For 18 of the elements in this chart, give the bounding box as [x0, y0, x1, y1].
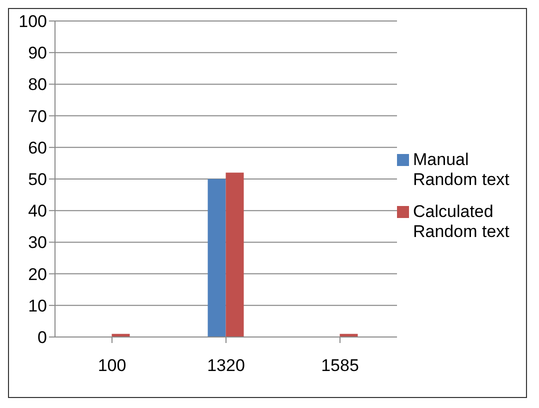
y-tick-label: 100 — [18, 12, 47, 32]
y-tick-label: 20 — [28, 264, 47, 284]
legend-label: Manual Random text — [413, 150, 510, 190]
y-tick-label: 90 — [28, 44, 47, 63]
y-tick-label: 30 — [28, 233, 47, 252]
legend-label: Calculated Random text — [413, 202, 510, 242]
y-tick-label: 60 — [28, 138, 47, 158]
x-tick-label: 100 — [98, 356, 126, 376]
y-tick-label: 80 — [28, 75, 47, 94]
y-tick-label: 70 — [28, 106, 47, 126]
y-tick-label: 10 — [28, 296, 47, 316]
bar — [208, 179, 226, 337]
y-tick-label: 50 — [28, 170, 47, 190]
x-tick-label: 1320 — [207, 356, 245, 376]
bar — [226, 172, 244, 337]
y-tick-label: 40 — [28, 202, 47, 221]
y-tick-label: 0 — [38, 328, 47, 348]
x-tick-label: 1585 — [321, 356, 359, 376]
